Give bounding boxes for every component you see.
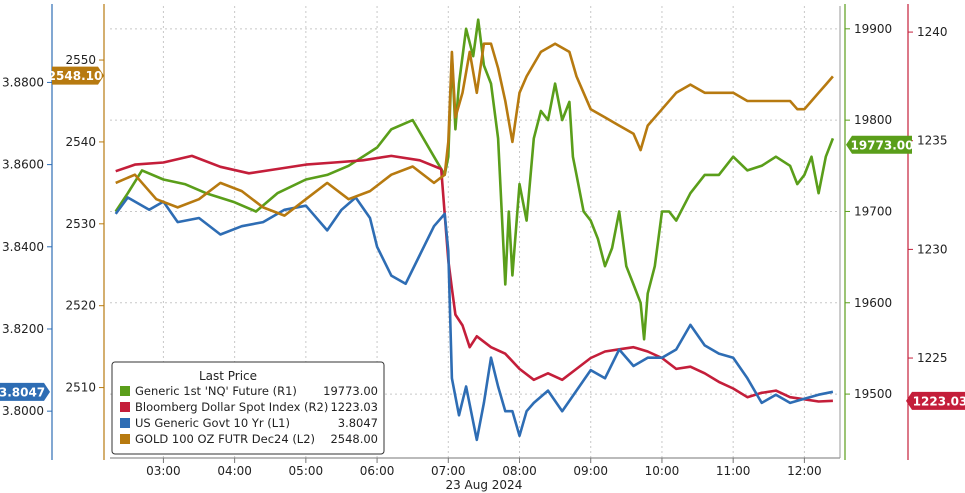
tick-label-l2: 2530 [65, 217, 96, 231]
legend-swatch [120, 434, 130, 444]
last-value-flag-l2-bg [52, 66, 104, 85]
legend-swatch [120, 386, 130, 396]
tick-label-x: 09:00 [573, 464, 608, 478]
tick-label-x: 10:00 [645, 464, 680, 478]
series-line-r1 [114, 18, 835, 341]
axes: 3.8800 3.8600 3.8400 3.8200 3.8000 2550 2540 25… [0, 4, 965, 492]
tick-label-l1: 3.8000 [2, 404, 44, 418]
legend-entry-label: GOLD 100 OZ FUTR Dec24 (L2) [135, 432, 315, 446]
tick-label-l2: 2520 [65, 299, 96, 313]
tick-label-l1: 3.8800 [2, 75, 44, 89]
series-lines [114, 18, 835, 442]
last-value-flag-l2-label: 2548.10 [48, 69, 103, 83]
tick-label-x: 06:00 [360, 464, 395, 478]
legend-swatch [120, 418, 130, 428]
series-line-l1 [114, 196, 834, 442]
series-line-l2 [115, 42, 834, 217]
last-value-flag-r1-label: 19773.00 [850, 138, 913, 152]
tick-label-x: 05:00 [289, 464, 324, 478]
tick-label-r1: 19500 [854, 387, 892, 401]
last-value-flag-r2-bg [906, 391, 965, 410]
legend-swatch [120, 402, 130, 412]
tick-label-l1: 3.8400 [2, 240, 44, 254]
last-value-flag-r2-label: 1223.03 [913, 394, 965, 408]
legend-entry-label: Generic 1st 'NQ' Future (R1) [135, 384, 297, 398]
last-value-flag-l1-label: 3.8047 [0, 385, 45, 399]
tick-label-l2: 2550 [65, 53, 96, 67]
tick-label-l1: 3.8600 [2, 158, 44, 172]
plot-frame [110, 6, 841, 459]
tick-label-x: 03:00 [146, 464, 181, 478]
tick-label-r2: 1240 [917, 25, 948, 39]
tick-label-x: 08:00 [502, 464, 537, 478]
legend-box [111, 361, 385, 455]
tick-label-r2: 1225 [917, 351, 948, 365]
tick-label-r1: 19900 [854, 22, 892, 36]
tick-label-l2: 2510 [65, 381, 96, 395]
tick-label-r2: 1230 [917, 242, 948, 256]
last-value-flag-r1-bg [846, 135, 912, 154]
last-value-flag-l1-bg [0, 382, 50, 401]
legend-entry-label: Bloomberg Dollar Spot Index (R2) [135, 400, 328, 414]
legend-entry-label: US Generic Govt 10 Yr (L1) [135, 416, 290, 430]
tick-label-r2: 1235 [917, 134, 948, 148]
legend-entry-value: 3.8047 [338, 416, 378, 430]
tick-label-x: 04:00 [217, 464, 252, 478]
tick-label-x: 07:00 [431, 464, 466, 478]
legend-entry-value: 1223.03 [330, 400, 378, 414]
tick-label-l1: 3.8200 [2, 322, 44, 336]
tick-label-r1: 19600 [854, 296, 892, 310]
tick-label-x: 11:00 [716, 464, 751, 478]
x-axis-date-label: 23 Aug 2024 [445, 478, 522, 492]
series-line-r2 [115, 154, 833, 403]
tick-label-l2: 2540 [65, 135, 96, 149]
legend-entry-value: 2548.00 [330, 432, 378, 446]
legend-entry-value: 19773.00 [323, 384, 378, 398]
legend-title: Last Price [199, 369, 257, 383]
tick-label-r1: 19700 [854, 204, 892, 218]
tick-label-x: 12:00 [787, 464, 822, 478]
tick-label-r1: 19800 [854, 113, 892, 127]
